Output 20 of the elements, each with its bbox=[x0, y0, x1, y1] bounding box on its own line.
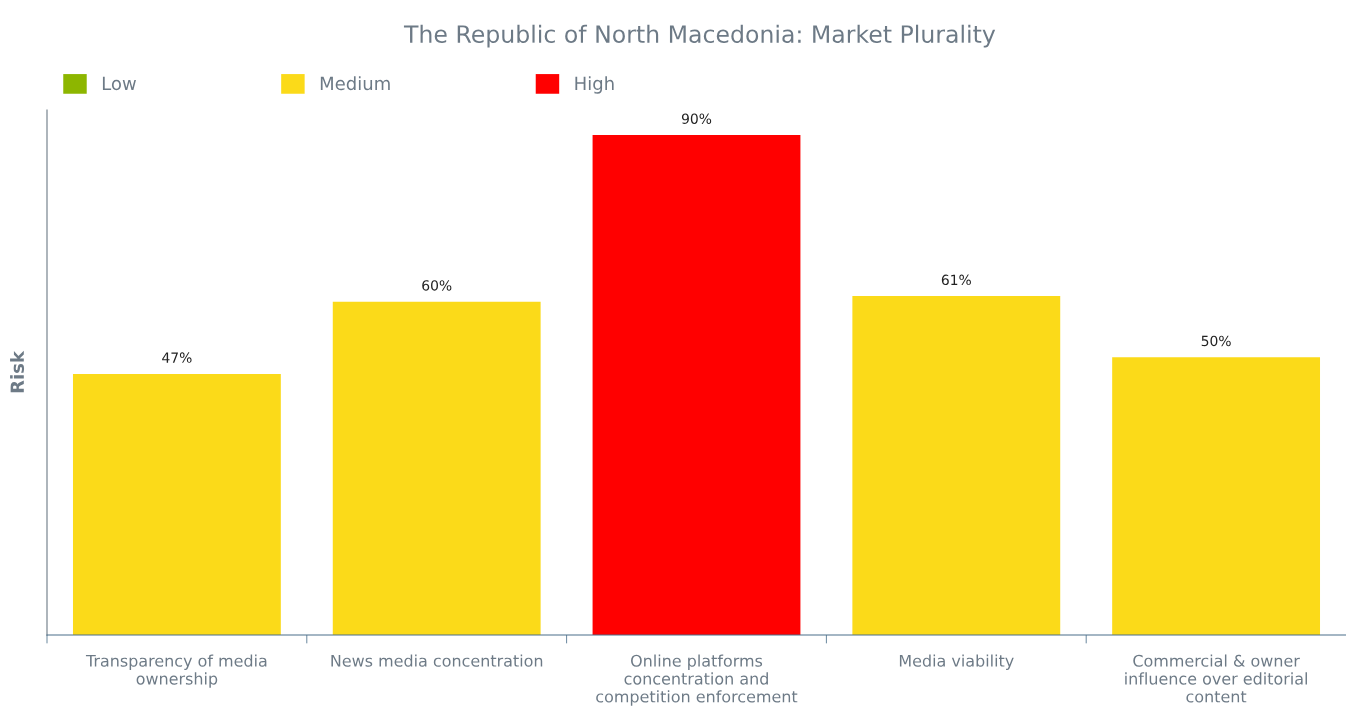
data-label: 47% bbox=[162, 352, 192, 363]
legend-label: High bbox=[575, 76, 614, 94]
legend-label: Medium bbox=[320, 76, 390, 91]
bar bbox=[332, 301, 541, 635]
x-tick-label: News media concentration bbox=[331, 654, 543, 667]
bar bbox=[72, 373, 281, 635]
x-tick-label: Transparency of media ownership bbox=[85, 654, 267, 688]
data-label: 90% bbox=[681, 113, 712, 124]
legend-label: Low bbox=[102, 76, 136, 91]
bar bbox=[592, 135, 801, 635]
data-label: 50% bbox=[1201, 335, 1231, 347]
y-axis-title: Risk bbox=[10, 350, 25, 393]
data-label: 61% bbox=[941, 274, 971, 286]
x-tick-label: Online platforms concentration and competition enforcement bbox=[596, 654, 798, 706]
data-label: 60% bbox=[422, 280, 452, 291]
chart-title: The Republic of North Macedonia: Market Plurality bbox=[403, 24, 996, 48]
x-tick-label: Commercial & owner influence over editorial content bbox=[1125, 654, 1307, 703]
bar bbox=[852, 296, 1061, 635]
x-tick-label: Media viability bbox=[899, 654, 1014, 670]
bar bbox=[1112, 357, 1321, 635]
